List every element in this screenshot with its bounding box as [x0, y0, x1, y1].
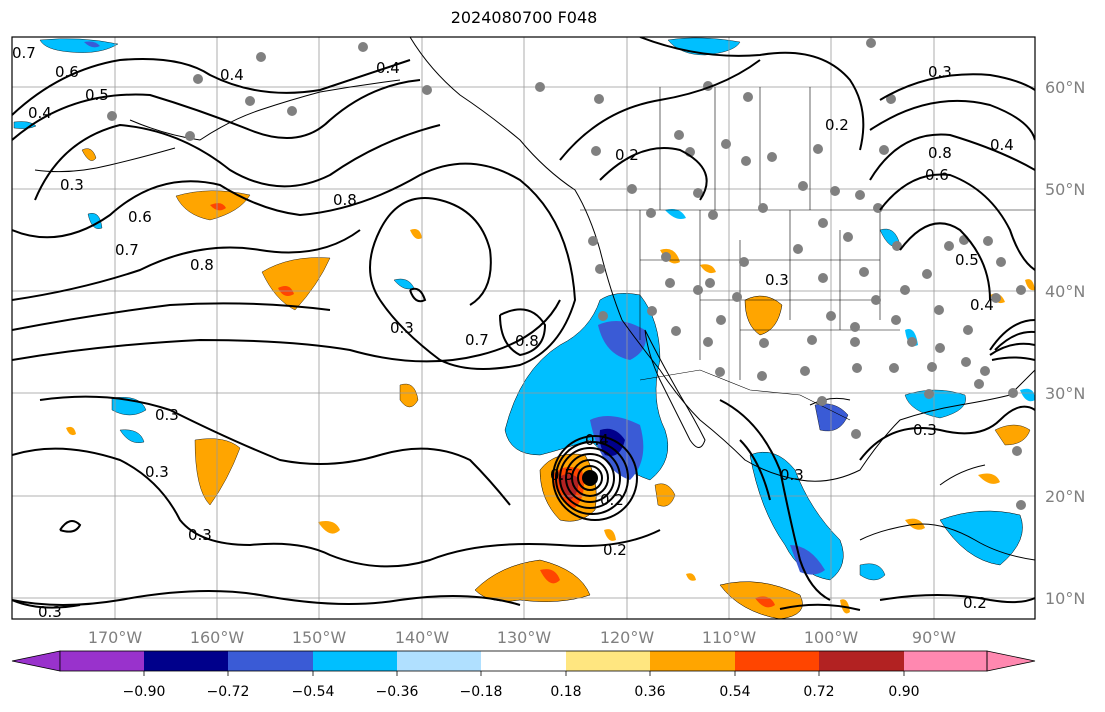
colorbar-segment — [228, 651, 313, 671]
lat-tick-label: 30°N — [1045, 384, 1085, 403]
contour-label: 0.7 — [465, 331, 489, 349]
lon-tick-label: 140°W — [395, 628, 450, 647]
contour-label: 0.2 — [600, 491, 624, 509]
contour-label: 0.4 — [585, 431, 609, 449]
colorbar-extend-min — [11, 650, 61, 672]
colorbar-tick-label: 0.72 — [803, 684, 834, 700]
colorbar-tick-label: −0.72 — [207, 684, 250, 700]
colorbar-tick-label: 0.36 — [634, 684, 665, 700]
contour-label: 0.3 — [145, 463, 169, 481]
lon-tick-label: 160°W — [190, 628, 245, 647]
lon-tick-label: 170°W — [88, 628, 143, 647]
contour-label: 0.3 — [765, 271, 789, 289]
contour-label: 0.3 — [188, 526, 212, 544]
lon-tick-label: 150°W — [292, 628, 347, 647]
colorbar-tick-label: −0.18 — [460, 684, 503, 700]
contour-label: 0.8 — [515, 332, 539, 350]
lon-tick-label: 110°W — [702, 628, 757, 647]
lat-tick-label: 10°N — [1045, 589, 1085, 608]
contour-label: 0.8 — [190, 256, 214, 274]
contour-label: 0.4 — [28, 104, 52, 122]
contour-label: 0.2 — [963, 594, 987, 612]
map-frame — [11, 36, 1036, 620]
colorbar-segment — [819, 651, 904, 671]
contour-lines — [12, 37, 1035, 611]
contour-label: 0.3 — [38, 603, 62, 621]
contour-label: 0.5 — [550, 466, 574, 484]
map-title: 2024080700 F048 — [450, 8, 598, 27]
colorbar-segment — [904, 651, 987, 671]
contour-label: 0.3 — [390, 319, 414, 337]
contour-label: 0.3 — [155, 406, 179, 424]
storm-center-marker — [582, 470, 598, 486]
coastlines — [34, 37, 1035, 561]
contour-label: 0.3 — [913, 421, 937, 439]
latitude-ticks: 60°N 50°N 40°N 30°N 20°N 10°N — [1045, 78, 1085, 608]
colorbar-tick-label: 0.18 — [550, 684, 581, 700]
contour-label: 0.2 — [615, 146, 639, 164]
colorbar-extend-max — [986, 650, 1036, 672]
contour-label: 0.3 — [60, 176, 84, 194]
lat-tick-label: 40°N — [1045, 282, 1085, 301]
contour-label: 0.5 — [85, 86, 109, 104]
lat-tick-label: 20°N — [1045, 487, 1085, 506]
graticule — [12, 37, 1035, 619]
colorbar-segment — [397, 651, 481, 671]
political-borders — [580, 87, 1035, 421]
contour-label: 0.4 — [376, 59, 400, 77]
colorbar-segment — [650, 651, 735, 671]
lon-tick-label: 130°W — [497, 628, 552, 647]
colorbar-segment — [566, 651, 650, 671]
lat-tick-label: 60°N — [1045, 78, 1085, 97]
colorbar-tick-label: 0.90 — [888, 684, 919, 700]
colorbar-tick-label: 0.54 — [719, 684, 750, 700]
contour-label: 0.4 — [970, 296, 994, 314]
contour-label: 0.4 — [990, 136, 1014, 154]
contour-label: 0.2 — [825, 116, 849, 134]
colorbar-segment — [144, 651, 228, 671]
contour-label: 0.7 — [12, 44, 36, 62]
contour-label: 0.6 — [55, 63, 79, 81]
contour-label: 0.2 — [603, 541, 627, 559]
lat-tick-label: 50°N — [1045, 180, 1085, 199]
lon-tick-label: 90°W — [912, 628, 956, 647]
contour-label-group: 0.7 0.6 0.5 0.4 0.3 0.6 0.7 0.8 0.8 0.4 … — [12, 44, 1014, 621]
colorbar-tick-label: −0.90 — [123, 684, 166, 700]
contour-label: 0.4 — [220, 66, 244, 84]
colorbar-frame — [59, 650, 988, 672]
contour-label: 0.3 — [780, 466, 804, 484]
colorbar-segment — [313, 651, 397, 671]
lon-tick-label: 120°W — [600, 628, 655, 647]
contour-label: 0.6 — [128, 208, 152, 226]
colorbar-segment — [481, 651, 566, 671]
colorbar-segment — [60, 651, 144, 671]
contour-label: 0.8 — [333, 191, 357, 209]
station-markers — [107, 38, 1026, 510]
longitude-ticks: 170°W 160°W 150°W 140°W 130°W 120°W 110°… — [88, 628, 956, 647]
lon-tick-label: 100°W — [804, 628, 859, 647]
colorbar-tick-label: −0.54 — [292, 684, 335, 700]
colorbar-segment — [735, 651, 819, 671]
colorbar: −0.90 −0.72 −0.54 −0.36 −0.18 0.18 0.36 … — [11, 650, 1036, 700]
colorbar-tick-label: −0.36 — [376, 684, 419, 700]
contour-label: 0.5 — [955, 251, 979, 269]
contour-label: 0.8 — [928, 144, 952, 162]
contour-label: 0.3 — [928, 63, 952, 81]
contour-label: 0.7 — [115, 241, 139, 259]
contour-label: 0.6 — [925, 166, 949, 184]
